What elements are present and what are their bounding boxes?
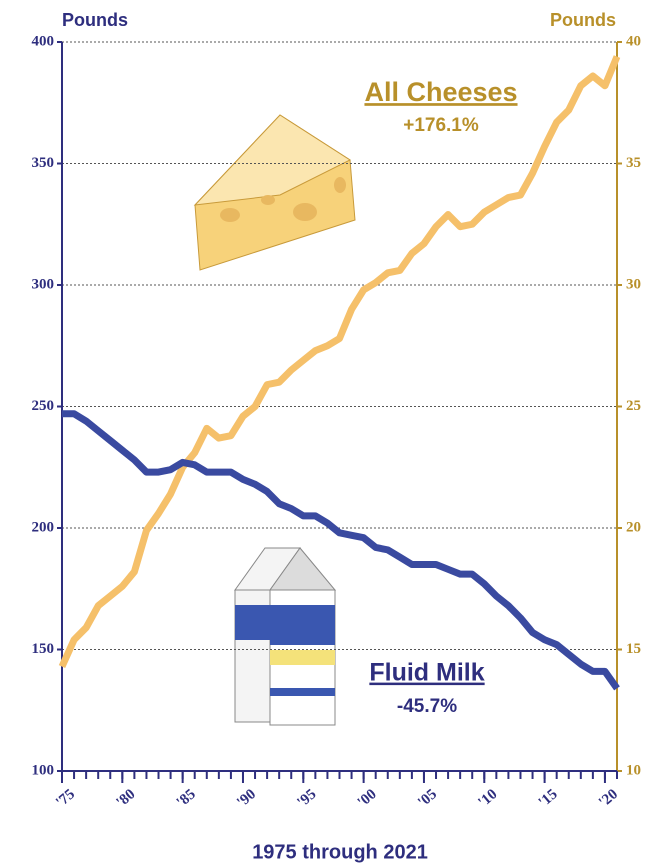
series-line (58, 55, 621, 668)
y2-tick-label: 15 (626, 641, 641, 657)
y-tick-label: 400 (32, 33, 55, 49)
y2-tick-label: 10 (626, 762, 641, 778)
y2-tick-label: 20 (626, 519, 641, 535)
plot: 100 150 200 250 300 350 400 10 15 20 25 30 35 40 '75 '8… (32, 33, 642, 810)
y2-tick-label: 30 (626, 276, 641, 292)
y-axis-label: Pounds (62, 10, 128, 30)
y2-tick-label: 40 (626, 33, 641, 49)
y-tick-label: 150 (32, 641, 55, 657)
y-tick-label: 250 (32, 398, 55, 414)
x-tick-label: '05 (415, 786, 440, 811)
y2-axis-label: Pounds (550, 10, 616, 30)
annotation: +176.1% (403, 115, 479, 136)
x-tick-label: '10 (475, 786, 500, 811)
y-tick-label: 100 (32, 762, 55, 778)
x-tick-label: '80 (113, 786, 138, 811)
y-tick-label: 300 (32, 276, 55, 292)
x-axis-label: 1975 through 2021 (252, 841, 428, 863)
x-tick-label: '90 (234, 786, 259, 811)
series-line (62, 410, 620, 691)
milk-icon (234, 547, 337, 726)
x-tick-label: '20 (596, 786, 621, 811)
x-tick-label: '00 (355, 786, 380, 811)
annotation: All Cheeses (364, 77, 517, 107)
y2-tick-label: 35 (626, 155, 641, 171)
y2-tick-label: 25 (626, 398, 641, 414)
y-tick-label: 350 (32, 155, 55, 171)
x-tick-label: '75 (53, 786, 78, 811)
annotation: Fluid Milk (369, 659, 484, 687)
x-tick-label: '95 (294, 786, 319, 811)
y-tick-label: 200 (32, 519, 55, 535)
annotation: -45.7% (397, 696, 457, 717)
x-tick-label: '15 (536, 786, 561, 811)
cheese-icon (193, 114, 356, 271)
x-tick-label: '85 (174, 786, 199, 811)
